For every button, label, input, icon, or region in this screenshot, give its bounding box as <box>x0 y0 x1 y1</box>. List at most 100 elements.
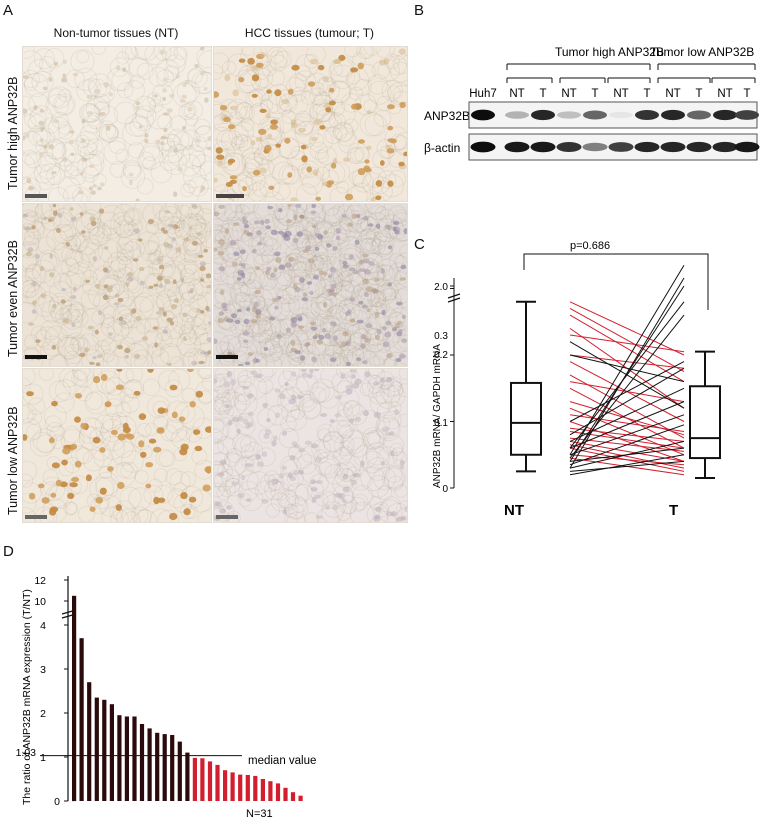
cell-outline <box>48 86 71 109</box>
nucleus <box>401 314 406 319</box>
blot-band-actin <box>504 141 530 153</box>
cell-outline <box>123 343 148 366</box>
cell-outline <box>338 243 362 267</box>
nucleus <box>389 450 395 456</box>
cell-outline <box>377 485 393 501</box>
cell-outline <box>164 216 183 234</box>
nucleus <box>220 105 228 111</box>
cell-outline <box>321 491 336 506</box>
cell-outline <box>30 325 47 342</box>
cell-outline <box>372 149 392 169</box>
cell-outline <box>158 369 180 392</box>
cell-outline <box>180 328 198 346</box>
nucleus <box>319 125 326 130</box>
nucleus <box>122 67 127 73</box>
cell-outline <box>158 133 182 157</box>
nucleus <box>83 347 89 353</box>
nucleus <box>223 381 230 388</box>
cell-outline <box>278 370 298 390</box>
nucleus <box>342 331 349 337</box>
cell-outline <box>253 146 273 166</box>
nucleus <box>48 144 54 150</box>
cell-outline <box>319 80 340 102</box>
cell-outline <box>130 74 145 89</box>
cell-outline <box>194 223 209 237</box>
cell-outline <box>189 150 207 168</box>
nucleus <box>159 49 166 55</box>
cell-outline <box>292 204 308 214</box>
cell-outline <box>383 467 405 489</box>
cell-outline <box>275 204 299 226</box>
nucleus <box>399 353 406 359</box>
d-bar <box>124 716 129 801</box>
nucleus <box>290 316 298 323</box>
cell-outline <box>235 101 253 119</box>
d-bar <box>238 774 243 801</box>
nucleus <box>349 318 356 323</box>
cell-outline <box>276 488 297 509</box>
cell-outline <box>214 204 239 222</box>
cell-outline <box>313 449 329 464</box>
cell-outline <box>93 93 111 111</box>
cell-outline <box>144 241 159 255</box>
cell-outline <box>41 300 64 323</box>
nucleus <box>86 111 94 115</box>
cell-outline <box>235 416 256 436</box>
cell-outline <box>317 455 341 479</box>
nucleus <box>38 120 45 126</box>
nucleus <box>26 391 34 397</box>
nucleus <box>358 260 365 265</box>
nucleus <box>115 384 124 390</box>
nucleus <box>287 88 294 95</box>
c-pair-line-increase <box>569 354 685 383</box>
cell-outline <box>239 204 255 216</box>
cell-outline <box>253 353 275 366</box>
cell-outline <box>353 444 378 469</box>
cell-outline <box>214 395 230 413</box>
cell-outline <box>238 177 258 196</box>
cell-outline <box>33 164 54 184</box>
cell-outline <box>46 456 61 470</box>
cell-outline <box>286 204 305 224</box>
cell-outline <box>364 204 385 215</box>
nucleus <box>137 238 143 242</box>
nucleus <box>92 256 97 261</box>
cell-outline <box>89 427 111 449</box>
nucleus <box>71 477 80 482</box>
nucleus <box>250 319 258 324</box>
blot-band-anp32b <box>583 110 607 120</box>
cell-outline <box>27 58 52 83</box>
cell-outline <box>137 151 155 169</box>
cell-outline <box>180 183 195 198</box>
cell-outline <box>102 256 127 280</box>
cell-outline <box>326 353 347 366</box>
cell-outline <box>23 369 36 386</box>
nucleus <box>294 350 301 355</box>
d-bars <box>72 595 303 802</box>
nucleus <box>311 497 316 504</box>
cell-outline <box>248 102 271 125</box>
cell-outline <box>69 336 85 352</box>
cell-outline <box>339 446 354 461</box>
d-bar <box>223 770 228 801</box>
cell-outline <box>294 64 312 82</box>
cell-outline <box>322 315 341 333</box>
cell-outline <box>214 397 232 415</box>
cell-outline <box>37 236 56 255</box>
nucleus <box>224 74 231 82</box>
cell-outline <box>369 391 393 415</box>
nucleus <box>264 218 270 224</box>
cell-outline <box>234 381 258 405</box>
nucleus <box>360 460 365 467</box>
cell-outline <box>214 399 230 420</box>
nucleus <box>170 304 177 310</box>
cell-outline <box>330 330 352 352</box>
nucleus <box>246 307 251 312</box>
cell-outline <box>336 127 356 147</box>
nucleus <box>37 483 45 489</box>
col-header-hcc: HCC tissues (tumour; T) <box>244 26 375 40</box>
cell-outline <box>363 47 381 56</box>
cell-outline <box>45 93 69 118</box>
cell-outline <box>24 346 39 361</box>
cell-outline <box>163 65 179 81</box>
